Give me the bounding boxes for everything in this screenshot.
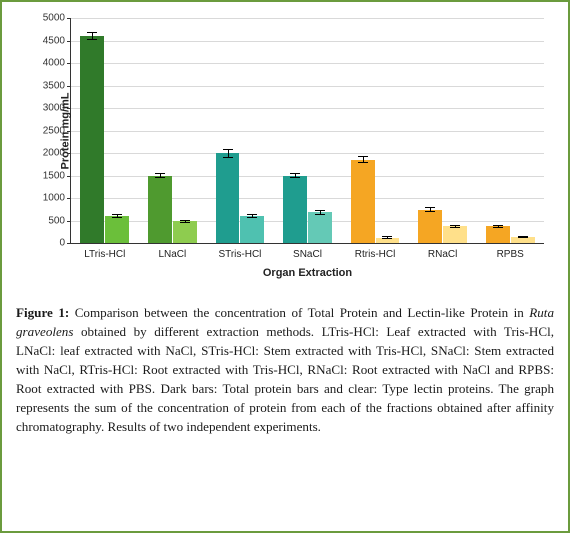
bar-total [80, 36, 104, 243]
y-tick-label: 3500 [43, 80, 71, 91]
x-tick-label: LNaCl [139, 249, 207, 260]
y-tick-label: 1000 [43, 193, 71, 204]
bar-lectin [173, 221, 197, 243]
error-bar [112, 214, 122, 219]
y-tick-label: 2500 [43, 125, 71, 136]
error-bar [180, 220, 190, 224]
x-tick-label: RPBS [476, 249, 544, 260]
error-bar [450, 225, 460, 229]
error-bar [247, 214, 257, 219]
error-bar [358, 156, 368, 163]
error-bar [315, 210, 325, 215]
error-bar [87, 32, 97, 39]
y-tick-label: 1500 [43, 170, 71, 181]
bar-group: SNaCl [274, 18, 342, 243]
bar-lectin [240, 216, 264, 243]
figure-label: Figure 1: [16, 305, 69, 320]
bar-group: LTris-HCl [71, 18, 139, 243]
error-bar [155, 173, 165, 178]
bar-total [351, 160, 375, 243]
y-tick-label: 2000 [43, 148, 71, 159]
y-tick-label: 4000 [43, 58, 71, 69]
bar-total [283, 176, 307, 244]
bar-total [486, 226, 510, 243]
x-tick-label: Rtris-HCl [341, 249, 409, 260]
figure-caption: Figure 1: Comparison between the concent… [16, 304, 554, 437]
plot-area: Protein mg/mL Organ Extraction 050010001… [70, 18, 544, 244]
x-axis-title: Organ Extraction [71, 267, 544, 279]
x-tick-label: RNaCl [409, 249, 477, 260]
caption-lead: Comparison between the concentration of … [69, 305, 529, 320]
error-bar [382, 236, 392, 239]
bar-total [418, 210, 442, 243]
x-tick-label: STris-HCl [206, 249, 274, 260]
bar-group: RPBS [476, 18, 544, 243]
x-tick-label: SNaCl [274, 249, 342, 260]
bar-lectin [105, 216, 129, 243]
bar-total [148, 176, 172, 244]
y-tick-label: 4500 [43, 35, 71, 46]
y-tick-label: 5000 [43, 13, 71, 24]
error-bar [223, 149, 233, 158]
x-tick-label: LTris-HCl [71, 249, 139, 260]
bar-group: RNaCl [409, 18, 477, 243]
caption-body: obtained by different extraction methods… [16, 324, 554, 434]
bar-lectin [308, 212, 332, 243]
chart: Protein mg/mL Organ Extraction 050010001… [16, 12, 554, 290]
y-tick-label: 3000 [43, 103, 71, 114]
bar-group: STris-HCl [206, 18, 274, 243]
bar-lectin [443, 226, 467, 243]
bar-group: Rtris-HCl [341, 18, 409, 243]
y-tick-label: 0 [59, 238, 71, 249]
y-tick-label: 500 [48, 215, 71, 226]
error-bar [518, 236, 528, 239]
bar-group: LNaCl [139, 18, 207, 243]
bar-total [216, 153, 240, 243]
error-bar [425, 207, 435, 212]
error-bar [493, 225, 503, 229]
error-bar [290, 173, 300, 178]
figure-frame: Protein mg/mL Organ Extraction 050010001… [0, 0, 570, 533]
